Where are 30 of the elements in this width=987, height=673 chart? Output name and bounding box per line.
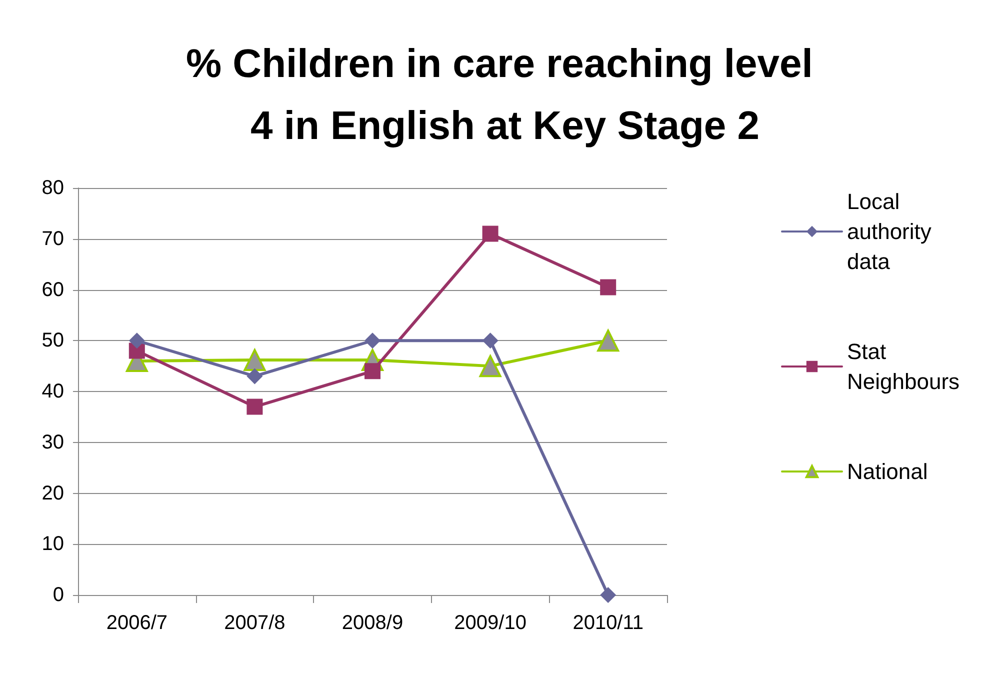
legend-label: Local authority data — [847, 189, 938, 274]
point — [364, 332, 380, 349]
legend-label: Stat Neighbours — [847, 339, 960, 394]
point — [482, 226, 498, 242]
point — [597, 330, 620, 352]
point — [246, 368, 263, 384]
chart-title: % Children in care reaching level 4 in English at Key Stage 2 — [186, 42, 824, 148]
x-tick-label: 2007/8 — [224, 612, 286, 634]
y-tick-label: 30 — [42, 431, 64, 454]
y-tick-label: 60 — [42, 278, 64, 301]
y-tick-label: 10 — [42, 533, 64, 556]
point — [482, 332, 498, 349]
y-tick-label: 80 — [42, 177, 64, 199]
y-tick-label: 70 — [42, 228, 64, 250]
y-tick-label: 20 — [42, 482, 64, 504]
y-tick-label: 0 — [52, 584, 64, 606]
point — [244, 348, 266, 371]
point — [479, 355, 502, 378]
point — [364, 363, 380, 380]
y-tick-label: 50 — [42, 330, 64, 352]
x-tick-label: 2010/11 — [572, 612, 644, 634]
x-tick-label: 2006/7 — [106, 612, 168, 634]
point — [246, 398, 263, 415]
point — [600, 279, 616, 296]
point — [600, 587, 616, 603]
legend-label: National — [847, 459, 928, 484]
y-tick-label: 40 — [42, 380, 64, 402]
x-tick-label: 2009/10 — [454, 612, 526, 634]
x-tick-label: 2008/9 — [342, 612, 404, 634]
point — [128, 332, 145, 349]
